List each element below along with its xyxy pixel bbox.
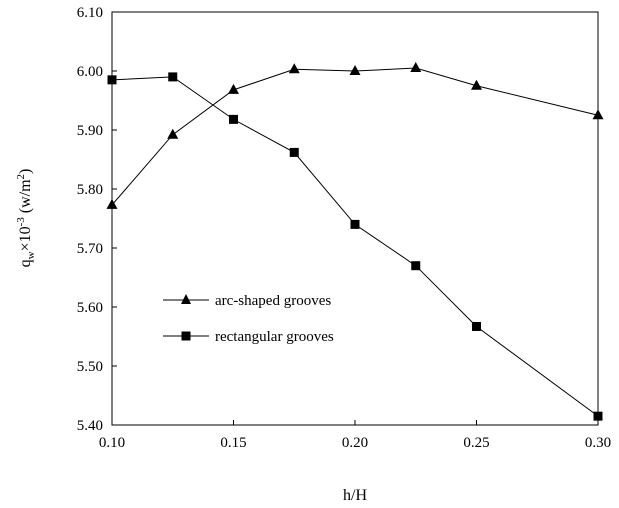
y-axis-title-base: q [17, 259, 34, 267]
data-point-rect [289, 147, 299, 157]
data-point-arc [592, 109, 604, 120]
data-point-rect [350, 219, 360, 229]
data-point-arc [410, 62, 422, 73]
y-axis-title-times: ×10 [17, 226, 34, 251]
series-line-1 [111, 76, 599, 417]
x-tick-label: 0.15 [220, 435, 246, 451]
data-point-rect [107, 75, 117, 85]
legend-marker-rect [181, 331, 191, 341]
y-axis-title-sub: w [25, 251, 37, 259]
y-axis-ticks: 5.40 5.50 5.60 5.70 5.80 5.90 6.00 6.10 [77, 5, 117, 434]
x-tick-label: 0.30 [585, 435, 611, 451]
y-tick-label: 6.00 [77, 64, 103, 80]
legend-label-rect: rectangular grooves [215, 329, 334, 345]
y-tick-label: 5.60 [77, 300, 103, 316]
x-tick-label: 0.25 [463, 435, 489, 451]
data-point-arc [167, 128, 179, 139]
y-tick-label: 5.40 [77, 418, 103, 434]
y-axis-title-unit-close: ) [17, 169, 34, 174]
legend: arc-shaped grooves rectangular grooves [163, 293, 334, 345]
data-point-rect [411, 261, 421, 271]
y-tick-label: 5.80 [77, 182, 103, 198]
legend-marker-arc [181, 294, 191, 304]
y-tick-label: 5.50 [77, 359, 103, 375]
x-tick-label: 0.20 [342, 435, 368, 451]
y-tick-label: 5.70 [77, 241, 103, 257]
x-axis-ticks: 0.10 0.15 0.20 0.25 0.30 [99, 420, 611, 451]
y-axis-title: qw×10-3 (w/m2) [15, 169, 37, 268]
data-point-rect [593, 411, 603, 421]
data-point-arc [471, 79, 482, 90]
y-tick-label: 6.10 [77, 5, 103, 21]
series-layer [106, 62, 604, 421]
data-point-arc [288, 63, 300, 74]
y-tick-label: 5.90 [77, 123, 103, 139]
data-point-arc [228, 83, 239, 94]
data-point-arc [106, 198, 118, 209]
y-axis-title-unit-exp: 2 [15, 174, 27, 180]
data-point-arc [349, 65, 361, 75]
x-axis-title: h/H [343, 487, 367, 504]
y-axis-title-exp: -3 [15, 217, 27, 227]
y-axis-title-unit-open: (w/m [17, 179, 34, 217]
data-point-rect [168, 72, 178, 82]
series-line-0 [111, 67, 599, 206]
data-point-rect [472, 321, 481, 331]
x-tick-label: 0.10 [99, 435, 125, 451]
data-point-rect [229, 114, 238, 124]
legend-label-arc: arc-shaped grooves [215, 293, 331, 309]
